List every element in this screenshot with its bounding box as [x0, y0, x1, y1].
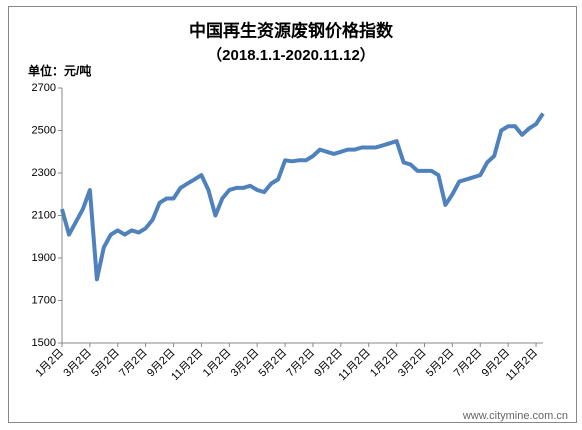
data-line [60, 112, 545, 282]
chart-subtitle: （2018.1.1-2020.11.12） [207, 46, 375, 64]
y-tick-label: 2300 [32, 167, 56, 179]
y-tick-label: 2500 [32, 124, 56, 136]
y-axis-label: 单位：元/吨 [28, 63, 91, 78]
chart-frame [8, 6, 577, 423]
chart-title: 中国再生资源废钢价格指数 [189, 20, 394, 40]
y-tick-label: 2700 [32, 82, 56, 94]
y-tick-label: 1700 [32, 294, 56, 306]
watermark: www.citymine.com.cn [462, 410, 568, 422]
y-tick-label: 2100 [32, 209, 56, 221]
y-tick-label: 1500 [32, 337, 56, 349]
y-tick-label: 1900 [32, 252, 56, 264]
